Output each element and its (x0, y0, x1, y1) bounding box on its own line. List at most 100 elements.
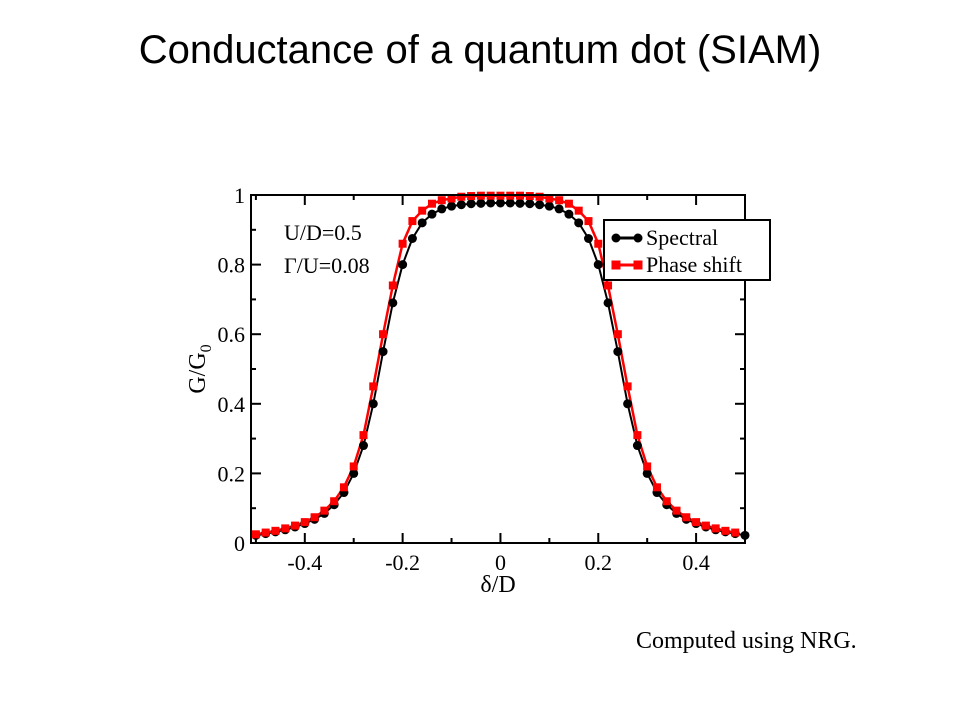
point-spectral (613, 347, 623, 357)
point-spectral (427, 209, 437, 219)
legend-box (603, 219, 771, 281)
point-phase-shift (721, 526, 730, 535)
point-phase-shift (418, 206, 427, 215)
y-tick-label: 0.8 (218, 253, 246, 278)
point-phase-shift (682, 513, 691, 522)
x-axis-label: δ/D (480, 572, 515, 598)
y-axis-label: G/G0 (185, 344, 215, 393)
legend-marker-phase-shift (633, 260, 643, 270)
legend-marker-spectral (633, 233, 643, 243)
point-phase-shift (672, 506, 681, 515)
point-spectral (447, 201, 457, 211)
point-spectral (417, 218, 427, 228)
legend-label-phase-shift: Phase shift (646, 252, 742, 277)
point-spectral (378, 347, 388, 357)
point-phase-shift (437, 196, 446, 205)
x-tick-label: -0.2 (385, 550, 420, 575)
point-phase-shift (320, 506, 329, 515)
x-tick-label: -0.4 (287, 550, 322, 575)
point-spectral (593, 260, 603, 270)
point-phase-shift (633, 431, 642, 440)
point-spectral (525, 199, 535, 209)
y-tick-label: 0.6 (218, 322, 246, 347)
point-phase-shift (652, 483, 661, 492)
point-phase-shift (643, 462, 652, 471)
legend-marker-spectral (611, 233, 621, 243)
point-phase-shift (310, 513, 319, 522)
point-spectral (388, 298, 398, 308)
point-phase-shift (535, 192, 544, 201)
point-spectral (398, 260, 408, 270)
point-spectral (437, 204, 447, 214)
legend-label-spectral: Spectral (646, 225, 718, 250)
legend: Spectral Phase shift (603, 219, 771, 281)
point-spectral (632, 441, 642, 451)
point-spectral (505, 198, 515, 208)
annotation-u-over-d: U/D=0.5 (284, 220, 362, 245)
point-phase-shift (271, 526, 280, 535)
point-phase-shift (291, 521, 300, 530)
point-spectral (623, 399, 633, 409)
point-phase-shift (604, 281, 613, 290)
point-spectral (476, 198, 486, 208)
point-spectral (564, 209, 574, 219)
point-phase-shift (545, 194, 554, 203)
point-spectral (466, 199, 476, 209)
point-phase-shift (281, 524, 290, 533)
y-tick-label: 0.4 (218, 392, 246, 417)
x-tick-label: 0 (495, 550, 506, 575)
point-phase-shift (359, 431, 368, 440)
point-phase-shift (467, 192, 476, 201)
point-spectral (554, 204, 564, 214)
y-tick-label: 1 (234, 183, 245, 208)
point-phase-shift (564, 199, 573, 208)
point-phase-shift (584, 217, 593, 226)
point-phase-shift (525, 192, 534, 201)
point-phase-shift (369, 382, 378, 391)
point-spectral (574, 218, 584, 228)
point-spectral (486, 198, 496, 208)
point-spectral (495, 198, 505, 208)
point-spectral (358, 441, 368, 451)
legend-marker-phase-shift (611, 260, 621, 270)
point-phase-shift (692, 518, 701, 527)
point-spectral (642, 468, 652, 478)
point-spectral (603, 298, 613, 308)
point-phase-shift (398, 239, 407, 248)
point-phase-shift (427, 199, 436, 208)
point-phase-shift (388, 281, 397, 290)
point-phase-shift (408, 217, 417, 226)
point-spectral (456, 200, 466, 210)
point-spectral (349, 468, 359, 478)
point-phase-shift (623, 382, 632, 391)
point-phase-shift (731, 528, 740, 537)
point-spectral (544, 201, 554, 211)
point-spectral (583, 234, 593, 243)
x-tick-label: 0.2 (585, 550, 613, 575)
point-phase-shift (594, 239, 603, 248)
point-phase-shift (555, 196, 564, 205)
point-phase-shift (330, 497, 339, 506)
point-phase-shift (261, 528, 270, 537)
caption: Computed using NRG. (636, 628, 857, 654)
point-spectral (515, 198, 525, 208)
point-phase-shift (574, 206, 583, 215)
slide-title: Conductance of a quantum dot (SIAM) (138, 28, 822, 72)
point-phase-shift (662, 497, 671, 506)
point-phase-shift (701, 521, 710, 530)
point-phase-shift (339, 483, 348, 492)
point-spectral (407, 234, 417, 243)
point-phase-shift (613, 330, 622, 339)
y-axis-label-sub: 0 (198, 344, 215, 352)
point-phase-shift (251, 530, 260, 539)
y-axis-label-base: G/G (185, 352, 211, 393)
point-phase-shift (447, 194, 456, 203)
y-tick-label: 0.2 (218, 461, 246, 486)
point-phase-shift (349, 462, 358, 471)
point-spectral (535, 200, 545, 210)
plot-frame (250, 194, 746, 544)
point-phase-shift (300, 518, 309, 527)
y-tick-label: 0 (234, 531, 245, 556)
point-phase-shift (379, 330, 388, 339)
